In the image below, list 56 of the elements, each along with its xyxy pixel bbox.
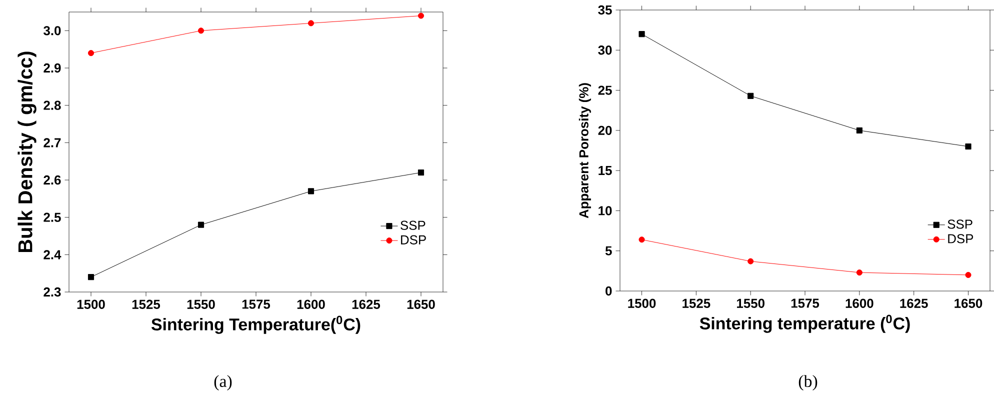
legend-label: DSP (948, 234, 974, 244)
point (748, 92, 754, 99)
point (965, 143, 972, 150)
point (308, 188, 314, 194)
x-tick-label: 1600 (846, 298, 874, 308)
y-tick-label: 2.8 (44, 100, 61, 110)
x-axis-title: Sintering Temperature($^{0}$C) (151, 316, 360, 334)
y-tick-label: 2.7 (44, 138, 61, 148)
y-tick-label: 25 (598, 86, 612, 95)
legend-label: SSP (400, 220, 426, 230)
text: (a) (214, 375, 232, 390)
x-tick-label: 1575 (242, 300, 270, 309)
x-tick-label: 1500 (77, 300, 105, 309)
point (418, 12, 424, 19)
y-tick-label: 2.5 (44, 212, 61, 222)
y-tick-label: 35 (598, 5, 612, 15)
x-tick-label: 1625 (352, 300, 380, 309)
y-tick-label: 3.0 (44, 26, 61, 36)
x-tick-label: 1650 (954, 298, 982, 308)
x-tick-label: 1625 (900, 298, 928, 308)
point (638, 236, 645, 243)
y-axis-title: Apparent Porosity (%) (578, 83, 591, 218)
x-tick-label: 1550 (187, 300, 215, 309)
x-axis-title: Sintering temperature ($^{0}$C) (700, 314, 910, 333)
y-tick-label: 10 (598, 206, 612, 216)
x-tick-label: 1525 (682, 298, 710, 308)
point (418, 169, 424, 176)
y-tick-label: 15 (598, 166, 612, 176)
point (88, 274, 94, 280)
point (88, 50, 94, 56)
x-tick-label: 1525 (132, 300, 160, 309)
y-axis-title: Bulk Density ( gm/cc) (18, 52, 36, 252)
point (856, 127, 862, 134)
y-tick-label: 2.3 (44, 287, 61, 297)
x-tick-label: 1650 (407, 300, 435, 309)
point (198, 28, 204, 34)
y-tick-label: 5 (605, 246, 612, 256)
y-tick-label: 30 (598, 46, 612, 55)
point (308, 20, 314, 26)
point (748, 258, 754, 264)
point (965, 272, 972, 278)
y-tick-label: 2.4 (44, 250, 62, 260)
legend-label: DSP (401, 235, 426, 244)
x-tick-label: 1575 (791, 298, 820, 308)
text: (b) (798, 375, 818, 390)
point (198, 222, 204, 228)
y-tick-label: 2.9 (44, 63, 61, 73)
x-tick-label: 1600 (297, 300, 325, 309)
x-tick-label: 1500 (628, 298, 656, 308)
legend-label: SSP (948, 220, 972, 229)
y-tick-label: 2.6 (44, 175, 61, 185)
y-tick-label: 20 (598, 126, 612, 136)
x-tick-label: 1550 (737, 298, 764, 308)
y-tick-label: 0 (606, 286, 612, 296)
point (638, 31, 645, 38)
point (856, 269, 862, 276)
